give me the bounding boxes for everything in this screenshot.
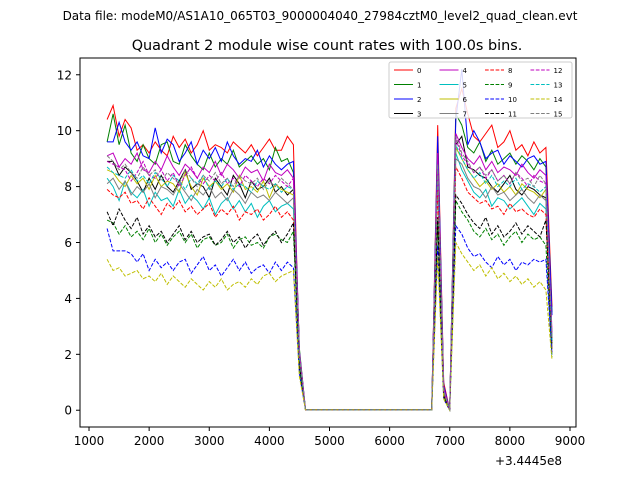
y-tick-label: 4 [64,292,72,306]
series-line-13 [106,144,553,411]
series-line-3 [107,135,553,411]
y-tick-label: 6 [64,236,72,250]
y-axis: 0 2 4 6 8 10 12 [57,68,80,418]
x-tick-label: 7000 [434,434,465,448]
series-line-11 [106,193,553,411]
series-line-8 [106,165,553,411]
legend-box [388,61,573,119]
figure-suptitle: Data file: modeM0/AS1A10_065T03_90000040… [63,9,578,23]
series-line-10 [106,224,553,413]
legend-label-10: 10 [508,96,517,104]
series-line-14 [106,240,553,413]
x-tick-label: 6000 [374,434,405,448]
legend-label-14: 14 [554,96,563,104]
legend-label-1: 1 [417,82,421,90]
x-tick-label: 3000 [194,434,225,448]
legend-label-0: 0 [417,67,421,75]
legend-label-15: 15 [554,111,563,119]
legend-label-8: 8 [508,67,512,75]
series-line-6 [106,145,553,411]
chart-title: Quadrant 2 module wise count rates with … [132,38,523,54]
series-line-15 [106,136,553,411]
x-tick-label: 9000 [555,434,586,448]
legend-label-3: 3 [417,111,421,119]
x-axis-offset-label: +3.4445e8 [495,454,562,468]
x-tick-label: 8000 [495,434,526,448]
x-tick-label: 5000 [314,434,345,448]
y-tick-label: 2 [64,348,72,362]
legend-label-5: 5 [463,82,467,90]
series-layer [106,69,553,413]
x-tick-label: 1000 [74,434,105,448]
legend-label-4: 4 [463,67,468,75]
x-tick-label: 2000 [134,434,165,448]
legend-label-11: 11 [508,111,517,119]
x-tick-label: 4000 [254,434,285,448]
series-line-1 [106,111,553,411]
legend-label-9: 9 [508,82,512,90]
legend-label-6: 6 [463,96,468,104]
legend-label-13: 13 [554,82,563,90]
y-tick-label: 8 [64,180,72,194]
legend-label-2: 2 [417,96,421,104]
legend-label-7: 7 [463,111,467,119]
series-line-7 [106,157,553,411]
legend-label-12: 12 [554,67,563,75]
series-line-2 [107,69,553,411]
x-axis: 1000 2000 3000 4000 5000 6000 7000 8000 9000 [74,427,586,448]
series-line-0 [106,86,553,411]
series-line-9 [106,198,553,411]
y-tick-label: 10 [57,124,72,138]
y-tick-label: 0 [64,404,72,418]
y-tick-label: 12 [57,68,72,82]
